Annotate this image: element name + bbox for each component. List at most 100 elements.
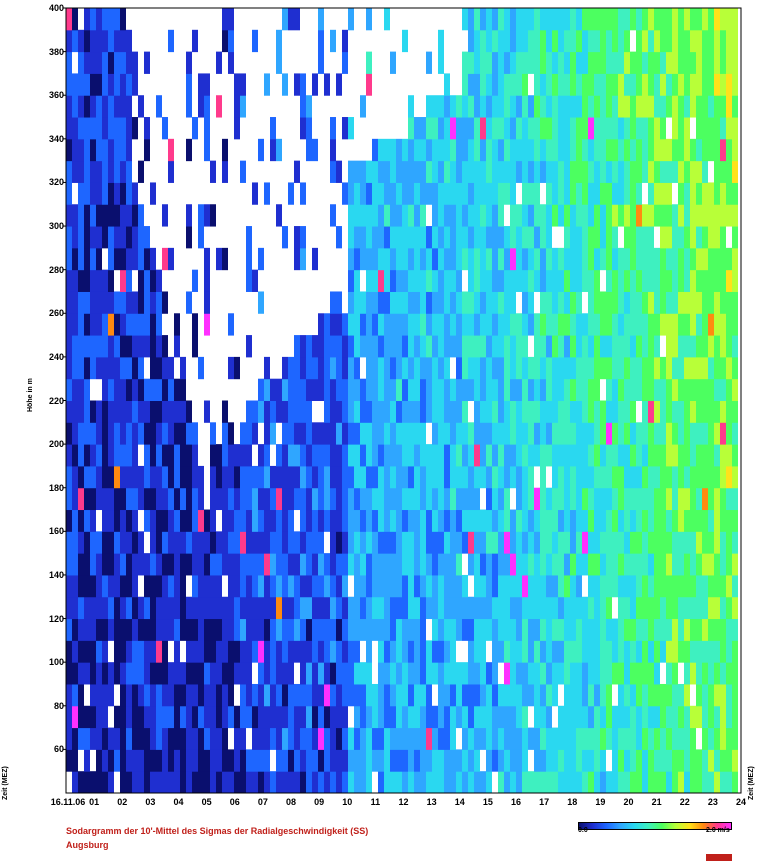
heatmap-cell (648, 487, 654, 511)
heatmap-cell (438, 138, 444, 162)
heatmap-cell (720, 117, 726, 140)
heatmap-cell (438, 487, 444, 511)
x-tick-label: 07 (257, 797, 268, 807)
heatmap-cell (732, 335, 738, 358)
heatmap-cell (486, 160, 492, 183)
heatmap-cell (594, 117, 600, 140)
heatmap-cell (594, 247, 600, 271)
heatmap-cell (132, 771, 138, 794)
heatmap-cell (84, 531, 90, 554)
heatmap-cell (168, 662, 174, 685)
heatmap-cell (126, 400, 132, 423)
heatmap-cell (636, 51, 642, 74)
heatmap-cell (198, 465, 204, 489)
heatmap-cell (66, 618, 72, 641)
heatmap-cell (426, 465, 432, 489)
heatmap-cell (108, 335, 114, 358)
heatmap-cell (384, 269, 390, 292)
heatmap-cell (234, 444, 240, 467)
heatmap-cell (486, 182, 492, 205)
heatmap-cell (540, 117, 546, 140)
heatmap-cell (378, 378, 384, 401)
heatmap-cell (654, 683, 660, 707)
heatmap-cell (432, 313, 438, 336)
heatmap-cell (144, 553, 150, 576)
heatmap-cell (372, 574, 378, 598)
heatmap-cell (354, 574, 360, 598)
heatmap-cell (252, 487, 258, 511)
heatmap-cell (342, 487, 348, 511)
heatmap-cell (450, 683, 456, 707)
heatmap-cell (702, 313, 708, 336)
heatmap-cell (342, 117, 348, 140)
heatmap-cell (432, 574, 438, 598)
heatmap-cell (408, 247, 414, 271)
heatmap-cell (648, 313, 654, 336)
heatmap-cell (666, 596, 672, 620)
heatmap-cell (648, 640, 654, 663)
heatmap-cell (204, 683, 210, 707)
heatmap-cell (312, 531, 318, 554)
heatmap-cell (486, 596, 492, 620)
heatmap-cell (462, 204, 468, 227)
heatmap-cell (102, 444, 108, 467)
heatmap-cell (618, 727, 624, 750)
heatmap-cell (522, 574, 528, 598)
heatmap-cell (114, 29, 120, 53)
heatmap-cell (684, 378, 690, 401)
heatmap-cell (252, 705, 258, 729)
heatmap-cell (144, 749, 150, 772)
heatmap-cell (192, 662, 198, 685)
heatmap-cell (228, 574, 234, 598)
heatmap-cell (510, 705, 516, 729)
heatmap-cell (360, 160, 366, 183)
heatmap-cell (402, 531, 408, 554)
heatmap-cell (72, 95, 78, 118)
heatmap-cell (690, 465, 696, 489)
heatmap-cell (420, 553, 426, 576)
heatmap-cell (432, 662, 438, 685)
heatmap-cell (96, 618, 102, 641)
heatmap-cell (726, 662, 732, 685)
heatmap-cell (600, 444, 606, 467)
heatmap-cell (636, 8, 642, 31)
heatmap-cell (372, 138, 378, 162)
heatmap-cell (330, 378, 336, 401)
heatmap-cell (300, 226, 306, 249)
heatmap-cell (504, 487, 510, 511)
heatmap-cell (366, 335, 372, 358)
heatmap-cell (234, 727, 240, 750)
heatmap-cell (180, 618, 186, 641)
heatmap-cell (696, 204, 702, 227)
heatmap-cell (228, 531, 234, 554)
heatmap-cell (522, 269, 528, 292)
heatmap-cell (714, 444, 720, 467)
heatmap-cell (438, 117, 444, 140)
heatmap-cell (204, 705, 210, 729)
heatmap-cell (642, 465, 648, 489)
heatmap-cell (114, 662, 120, 685)
y-axis-label: Höhe in m (27, 378, 34, 412)
heatmap-cell (438, 683, 444, 707)
heatmap-cell (558, 138, 564, 162)
heatmap-cell (510, 117, 516, 140)
heatmap-cell (78, 662, 84, 685)
heatmap-cell (486, 400, 492, 423)
heatmap-cell (576, 683, 582, 707)
heatmap-cell (504, 509, 510, 532)
heatmap-cell (114, 8, 120, 31)
heatmap-cell (306, 138, 312, 162)
heatmap-cell (660, 356, 666, 380)
heatmap-cell (732, 269, 738, 292)
heatmap-cell (648, 574, 654, 598)
heatmap-cell (120, 291, 126, 314)
heatmap-cell (318, 771, 324, 794)
heatmap-cell (528, 618, 534, 641)
heatmap-cell (66, 269, 72, 292)
heatmap-cell (468, 160, 474, 183)
heatmap-cell (534, 749, 540, 772)
heatmap-cell (534, 117, 540, 140)
x-tick-label: 05 (201, 797, 212, 807)
heatmap-cell (708, 531, 714, 554)
heatmap-cell (696, 247, 702, 271)
